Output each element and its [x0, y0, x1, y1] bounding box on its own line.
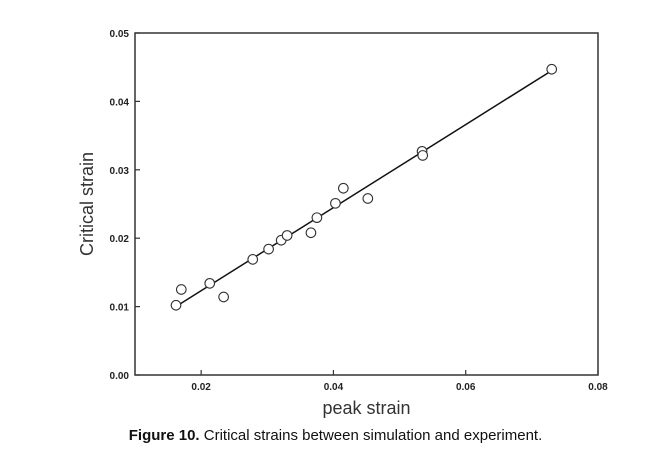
data-point: [281, 230, 293, 241]
x-tick-label: 0.02: [191, 382, 211, 393]
plot-frame: [134, 32, 599, 376]
y-tick-label: 0.05: [110, 29, 130, 40]
x-axis: 0.02 0.04 0.06 0.08: [191, 370, 608, 393]
y-axis-label: Critical strain: [77, 152, 97, 256]
data-point: [175, 284, 187, 295]
data-point: [546, 63, 558, 75]
data-point: [330, 197, 341, 209]
caption-lead: Figure 10.: [128, 427, 200, 444]
data-point: [170, 299, 182, 311]
y-axis: 0.00 0.01 0.02 0.03 0.04 0.05: [110, 29, 140, 382]
data-point: [305, 227, 317, 239]
data-point: [247, 254, 259, 265]
data-point: [263, 243, 274, 255]
data-point: [338, 182, 349, 194]
data-point: [218, 291, 229, 303]
y-tick-label: 0.01: [110, 303, 130, 314]
fit-line: [177, 69, 553, 306]
figure-caption: Figure 10. Critical strains between simu…: [0, 427, 671, 444]
caption-text: Critical strains between simulation and …: [199, 427, 543, 444]
y-tick-label: 0.00: [110, 371, 130, 382]
y-tick-label: 0.02: [110, 234, 130, 245]
y-tick-label: 0.04: [110, 97, 130, 108]
x-tick-label: 0.04: [324, 382, 344, 393]
y-tick-label: 0.03: [110, 166, 130, 177]
data-point: [311, 212, 323, 224]
data-points: [170, 63, 558, 311]
x-axis-label: peak strain: [322, 398, 410, 418]
scatter-chart: 0.02 0.04 0.06 0.08 0.000.010.020.030.040.0…: [77, 29, 608, 418]
data-point: [362, 193, 374, 204]
data-point: [417, 150, 429, 161]
data-point: [204, 277, 216, 289]
x-tick-label: 0.06: [456, 382, 476, 393]
x-tick-label: 0.08: [588, 382, 608, 393]
